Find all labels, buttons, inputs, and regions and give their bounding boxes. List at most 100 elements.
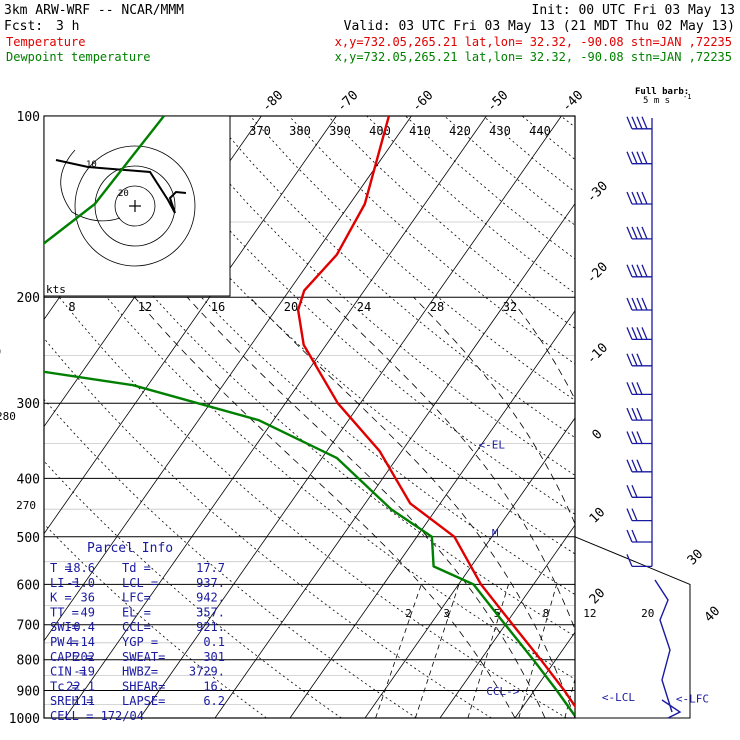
moist-adiabat bbox=[324, 296, 575, 631]
isobars bbox=[44, 296, 575, 691]
wind-panel-outline bbox=[574, 536, 691, 719]
isotherm-label: -10 bbox=[584, 340, 611, 367]
parcel-info-cell: -19 bbox=[73, 665, 95, 679]
temperature-profile bbox=[296, 116, 575, 709]
hodograph-ring-label2: 20 bbox=[118, 189, 129, 199]
barb-legend-line2: 5 m s bbox=[643, 96, 670, 106]
fcst-label: Fcst: bbox=[4, 19, 43, 34]
isotherm-label: 30 bbox=[685, 547, 707, 569]
parcel-info-cell: 202 bbox=[73, 650, 95, 664]
isotherm-label: -30 bbox=[584, 179, 611, 206]
theta-label: 380 bbox=[289, 124, 311, 138]
parcel-info-cell: 36 bbox=[81, 591, 95, 605]
parcel-info-cell: CCL= bbox=[122, 620, 151, 634]
upper-scale-label: 24 bbox=[357, 300, 371, 314]
dewpoint-location: x,y=732.05,265.21 lat,lon= 32.32, -90.08… bbox=[335, 50, 732, 64]
parcel-info-cell: 0.1 bbox=[203, 635, 225, 649]
wind-barb-low bbox=[654, 579, 682, 719]
parcel-info-panel: Parcel Info T =18.6 Td = 17.7 LI =-1.0 LCL =… bbox=[50, 541, 225, 723]
parcel-info-cell: PW = bbox=[50, 635, 79, 649]
wind-barb bbox=[626, 151, 652, 165]
model-title: 3km ARW-WRF -- NCAR/MMM bbox=[4, 3, 184, 18]
theta-label: 370 bbox=[249, 124, 271, 138]
wind-barb bbox=[626, 431, 652, 445]
isotherm-line bbox=[44, 116, 412, 642]
isotherm-label: -80 bbox=[259, 88, 286, 115]
chart-annotation: <-EL bbox=[479, 439, 506, 452]
hodograph-ring bbox=[74, 145, 196, 267]
parcel-info-cell: CELL = 172/04 bbox=[50, 709, 144, 723]
profiles bbox=[44, 116, 575, 717]
parcel-info-cell: 18.6 bbox=[66, 561, 95, 575]
pressure-label: 400 bbox=[17, 472, 40, 487]
parcel-info-cell: 17.7 bbox=[196, 561, 225, 575]
dry-adiabat bbox=[366, 116, 575, 294]
isotherm-line bbox=[514, 631, 575, 719]
wind-barb bbox=[626, 508, 652, 522]
dry-adiabat bbox=[288, 116, 575, 365]
wind-barb bbox=[626, 485, 652, 498]
dry-adiabat bbox=[482, 116, 575, 193]
theta-label: 430 bbox=[489, 124, 511, 138]
isotherm-label: -70 bbox=[334, 88, 361, 115]
hodograph-units-label: kts bbox=[46, 283, 66, 296]
theta-label: 420 bbox=[449, 124, 471, 138]
wind-barb bbox=[626, 297, 652, 311]
parcel-info-cell: LCL = bbox=[122, 576, 158, 590]
dry-adiabat bbox=[639, 116, 740, 718]
dry-adiabat bbox=[55, 116, 575, 596]
parcel-info-cell: 937. bbox=[196, 576, 225, 590]
mixing-ratio-line bbox=[518, 584, 557, 719]
parcel-info-cell: CAPE = bbox=[50, 650, 93, 664]
dry-adiabat bbox=[44, 156, 575, 637]
init-time: Init: 00 UTC Fri 03 May 13 bbox=[532, 3, 736, 18]
dry-adiabat bbox=[44, 216, 575, 680]
parcel-info-cell: T = bbox=[50, 561, 72, 575]
isotherm-label: 20 bbox=[587, 586, 609, 608]
parcel-info-cell: Tc = bbox=[50, 679, 79, 693]
fcst-value: 3 h bbox=[56, 19, 79, 34]
isotherm-line bbox=[439, 524, 575, 719]
upper-scale-label: 28 bbox=[430, 300, 444, 314]
isotherm-label: -50 bbox=[484, 88, 511, 115]
parcel-info-cell: SWEAT= bbox=[122, 650, 165, 664]
barb-legend-exp: -1 bbox=[683, 93, 691, 101]
dry-adiabat bbox=[44, 337, 492, 719]
parcel-info-cell: YGP = bbox=[122, 635, 158, 649]
parcel-info-cell: 16. bbox=[203, 679, 225, 693]
mixing-ratio-label: 2 bbox=[405, 607, 412, 620]
wind-barb bbox=[626, 407, 652, 421]
dry-adiabat bbox=[133, 116, 575, 515]
isotherm-line bbox=[214, 203, 575, 719]
isotherm-label: 10 bbox=[587, 505, 609, 527]
isotherm-label: -20 bbox=[584, 260, 611, 287]
chart-annotation: <-LCL bbox=[602, 691, 635, 704]
mixing-ratio-line bbox=[375, 584, 422, 719]
pressure-label: 300 bbox=[17, 397, 40, 412]
dry-adiabat bbox=[560, 116, 575, 128]
moist-adiabat bbox=[599, 297, 695, 718]
pressure-label: 1000 bbox=[9, 712, 40, 727]
parcel-info-title: Parcel Info bbox=[87, 541, 173, 556]
upper-scale-label: 8 bbox=[68, 300, 75, 314]
chart-annotation: 270 bbox=[16, 499, 36, 512]
wind-barbs bbox=[626, 116, 682, 719]
wind-barb bbox=[626, 191, 652, 205]
pressure-label: 700 bbox=[17, 619, 40, 634]
upper-scale-label: 20 bbox=[284, 300, 298, 314]
wind-barb bbox=[626, 353, 652, 367]
mixing-ratio-label: 8 bbox=[543, 607, 550, 620]
wind-barb bbox=[626, 327, 652, 341]
isotherm-label: -40 bbox=[559, 88, 586, 115]
mixing-ratio-label: 12 bbox=[583, 607, 596, 620]
hodograph-ring bbox=[94, 165, 176, 247]
theta-label: 410 bbox=[409, 124, 431, 138]
pressure-label: 200 bbox=[17, 291, 40, 306]
moist-adiabat bbox=[186, 296, 546, 719]
mixing-ratio-label: 20 bbox=[641, 607, 654, 620]
valid-time: Valid: 03 UTC Fri 03 May 13 (21 MDT Thu … bbox=[344, 19, 735, 34]
isotherm-line bbox=[289, 310, 575, 719]
upper-scale-label: 16 bbox=[211, 300, 225, 314]
mixing-ratio-line bbox=[415, 584, 460, 719]
wind-barb bbox=[626, 264, 652, 278]
